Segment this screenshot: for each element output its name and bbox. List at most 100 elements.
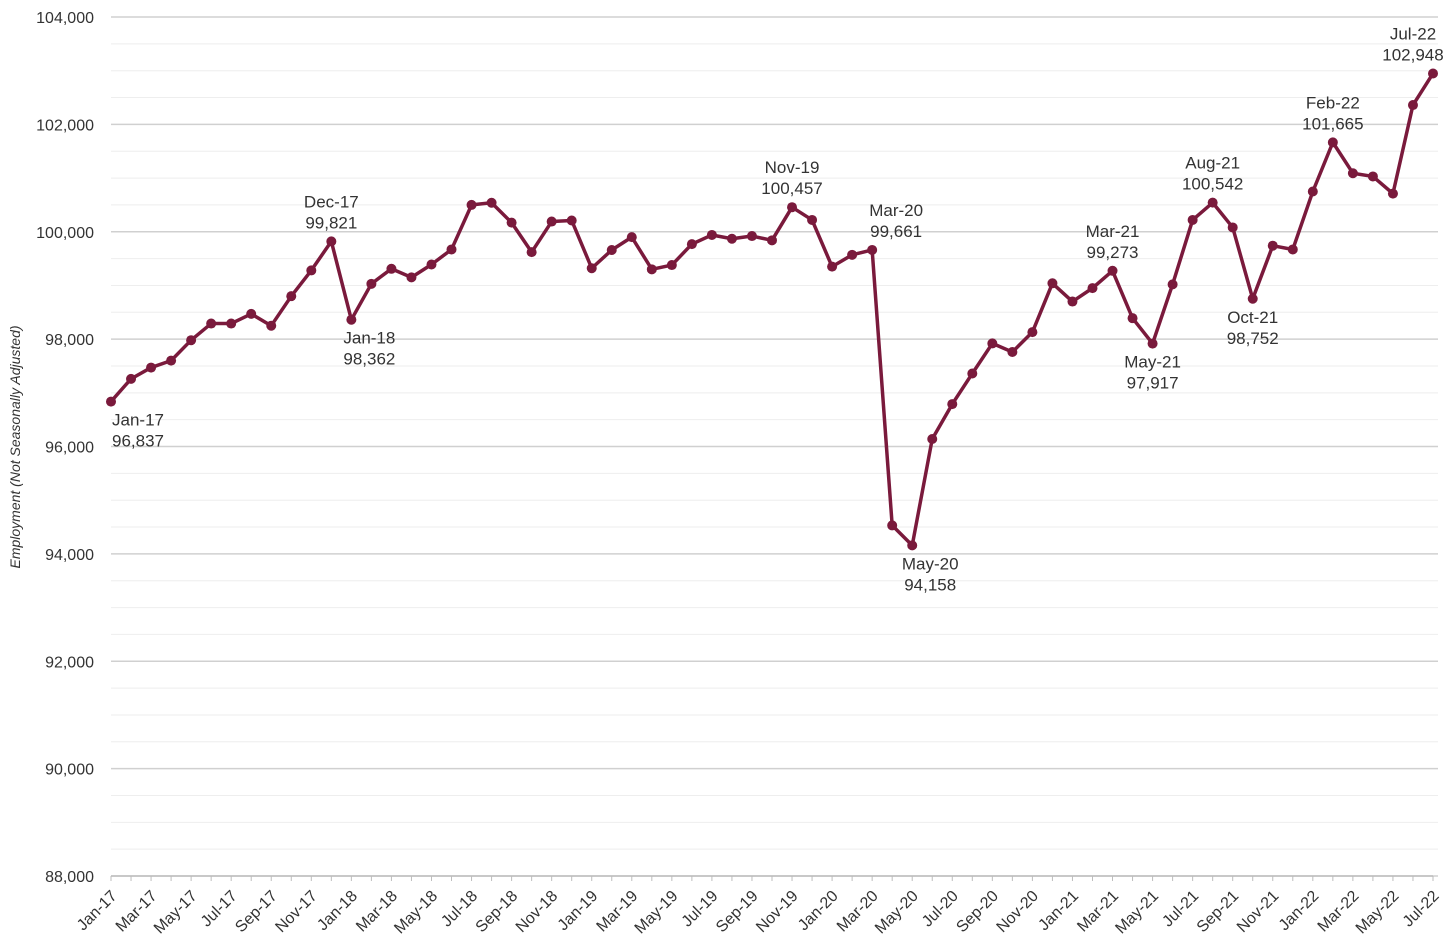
x-tick-label: Jan-21 [1035, 888, 1082, 935]
annotation-value: 99,661 [870, 222, 922, 241]
data-point [646, 264, 657, 275]
data-point [1207, 197, 1218, 208]
annotation-value: 96,837 [112, 432, 164, 451]
data-point [1227, 222, 1238, 233]
x-tick-label: May-22 [1353, 888, 1403, 938]
data-point [186, 335, 197, 346]
data-point [867, 244, 878, 255]
data-point [967, 368, 978, 379]
x-tick-label: Nov-21 [1234, 888, 1283, 937]
data-point [446, 244, 457, 255]
data-point [366, 278, 377, 289]
data-point [726, 233, 737, 244]
x-tick-label: Sep-17 [232, 888, 281, 937]
x-tick-label: May-21 [1112, 888, 1162, 938]
data-point [346, 314, 357, 325]
x-tick-label: Sep-21 [1194, 888, 1243, 937]
data-point [426, 259, 437, 270]
data-point [306, 265, 317, 276]
data-point [106, 396, 116, 407]
y-tick-label: 104,000 [36, 10, 94, 27]
data-point [767, 235, 777, 246]
data-point [246, 308, 257, 319]
data-point [1327, 137, 1338, 148]
annotation-label: Jul-22 [1390, 24, 1436, 43]
data-point [947, 399, 958, 410]
y-axis-label: Employment (Not Seasonally Adjusted) [7, 325, 23, 568]
data-point [386, 263, 397, 274]
annotation-value: 98,362 [343, 350, 395, 369]
y-tick-label: 88,000 [45, 869, 94, 886]
annotation-value: 100,542 [1182, 175, 1243, 194]
data-point [1147, 338, 1158, 349]
data-point [1067, 296, 1078, 307]
grid-lines [111, 16, 1438, 877]
y-tick-label: 98,000 [45, 332, 94, 349]
x-tick-label: May-19 [632, 888, 682, 938]
data-point [887, 520, 898, 531]
annotation-label: May-20 [902, 554, 959, 573]
data-point [1347, 168, 1358, 179]
data-point [907, 540, 918, 551]
data-point [787, 202, 798, 213]
x-tick-label: Jan-19 [555, 888, 602, 935]
data-point [286, 291, 297, 302]
annotation-value: 94,158 [904, 575, 956, 594]
annotation-label: Nov-19 [765, 158, 820, 177]
data-point [546, 216, 557, 227]
data-point [1307, 186, 1318, 197]
data-point [1187, 214, 1198, 225]
y-tick-label: 94,000 [45, 547, 94, 564]
series-line-group [106, 68, 1438, 551]
annotation-label: Dec-17 [304, 192, 359, 211]
data-point [1027, 327, 1038, 338]
x-tick-label: Jul-22 [1400, 888, 1443, 931]
x-tick-label: Nov-20 [994, 888, 1043, 937]
data-point [406, 272, 417, 283]
data-point [1007, 347, 1018, 358]
annotation-value: 99,821 [305, 213, 357, 232]
x-tick-label: Jan-18 [314, 888, 361, 935]
data-point [526, 247, 537, 258]
data-point [266, 320, 277, 331]
data-point [626, 232, 637, 243]
data-point [126, 373, 137, 384]
data-point [1107, 265, 1118, 276]
annotation-value: 102,948 [1382, 45, 1443, 64]
x-tick-label: Nov-18 [513, 888, 562, 937]
annotation-label: May-21 [1124, 353, 1181, 372]
data-point [166, 355, 177, 366]
y-tick-label: 96,000 [45, 440, 94, 457]
data-point [1367, 171, 1378, 182]
data-point [1087, 283, 1098, 294]
data-point [666, 260, 677, 271]
data-point [987, 338, 998, 349]
data-point [226, 318, 237, 329]
annotation-label: Jan-18 [343, 329, 395, 348]
x-tick-label: Jan-20 [795, 888, 842, 935]
data-point [1407, 100, 1418, 111]
data-point [326, 236, 337, 247]
y-tick-label: 90,000 [45, 762, 94, 779]
data-point [827, 261, 838, 272]
annotation-label: Feb-22 [1306, 93, 1360, 112]
annotation-value: 101,665 [1302, 114, 1363, 133]
annotation-value: 97,917 [1127, 374, 1179, 393]
data-point [486, 197, 497, 208]
data-point [1287, 244, 1298, 255]
data-point [686, 239, 697, 250]
data-point [566, 215, 577, 226]
annotation-label: Aug-21 [1185, 154, 1240, 173]
data-point [706, 229, 717, 240]
data-point [206, 318, 217, 329]
x-axis: Jan-17Mar-17May-17Jul-17Sep-17Nov-17Jan-… [74, 875, 1443, 938]
data-point [1167, 279, 1178, 290]
data-point [506, 217, 517, 228]
data-point [1247, 293, 1258, 304]
y-axis-ticks: 88,000 90,000 92,000 94,000 96,000 98,000 100,… [36, 10, 94, 886]
annotation-label: Oct-21 [1227, 308, 1278, 327]
annotation-label: Jan-17 [112, 411, 164, 430]
x-tick-label: Nov-19 [753, 888, 802, 937]
y-tick-label: 92,000 [45, 654, 94, 671]
